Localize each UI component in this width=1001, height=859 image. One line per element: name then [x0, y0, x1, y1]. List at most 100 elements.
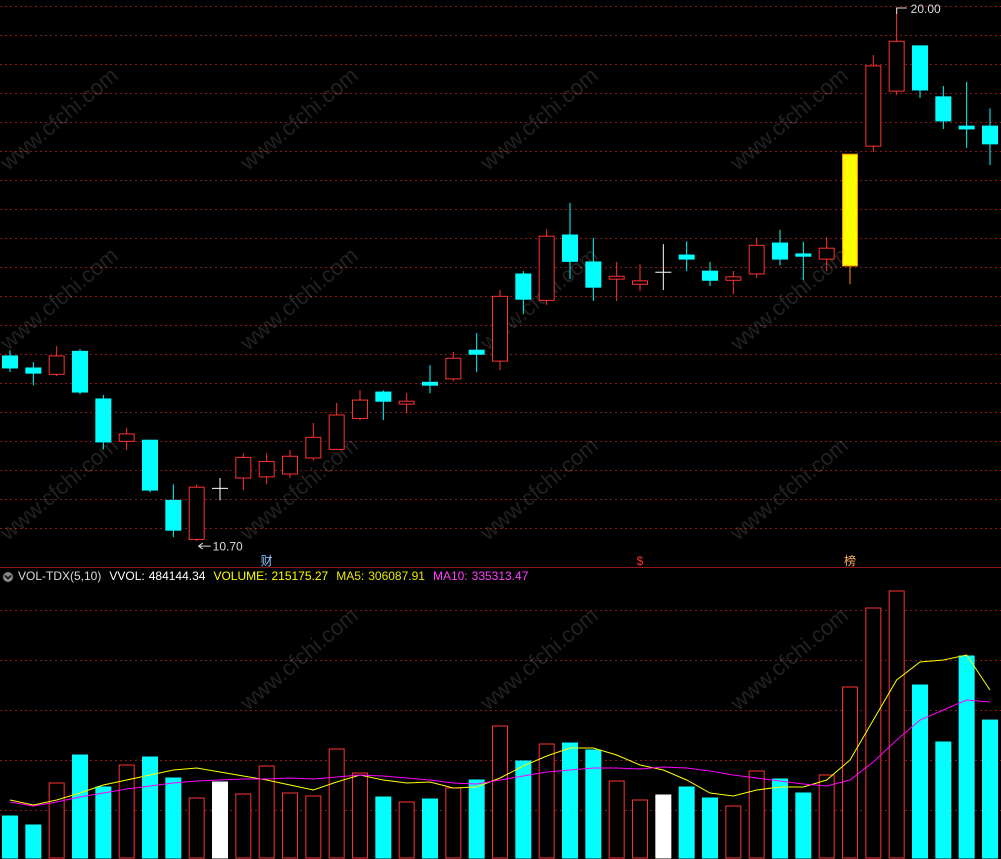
event-marker: $: [637, 554, 644, 568]
candle-body: [585, 261, 602, 288]
volume-bar: [2, 815, 18, 859]
volume-bar: [748, 770, 765, 859]
volume-bar: [492, 725, 508, 859]
candle-body: [842, 153, 858, 267]
candle-body: [468, 349, 485, 355]
candle-body: [118, 433, 135, 442]
volume-bar: [398, 801, 415, 859]
high-label: 20.00: [911, 2, 941, 16]
legend-label: MA10:: [433, 569, 468, 583]
volume-bar: [982, 719, 998, 859]
volume-bar: [888, 590, 905, 859]
volume-bar: [25, 824, 42, 859]
annotation-arrow: [896, 7, 907, 15]
candle-body: [702, 270, 718, 281]
candle-body: [188, 486, 205, 540]
candle-body: [258, 460, 275, 478]
candle-body: [748, 244, 765, 275]
candle-body: [888, 40, 905, 92]
volume-bar: [328, 748, 345, 859]
ma-line: [9, 654, 991, 806]
candle-body: [562, 234, 578, 262]
volume-bar: [538, 743, 555, 859]
candle-body: [72, 350, 88, 393]
volume-bar: [702, 797, 718, 859]
candle-body: [935, 96, 952, 122]
volume-bar: [515, 760, 532, 859]
candle-body: [375, 391, 392, 402]
volume-bar: [818, 774, 835, 859]
volume-bar: [188, 797, 205, 859]
volume-bar: [445, 787, 462, 859]
event-marker: 榜: [844, 553, 856, 568]
volume-bar: [585, 749, 602, 859]
legend-value: 484144.34: [149, 569, 206, 583]
candle-body: [912, 45, 928, 91]
volume-bar: [235, 793, 252, 859]
candle-body: [235, 456, 252, 479]
candle-body: [632, 280, 648, 285]
candle-body: [725, 276, 742, 281]
volume-bar: [95, 786, 112, 859]
volume-bar: [632, 799, 648, 859]
indicator-title: VOL-TDX(5,10): [18, 569, 101, 583]
candle-body: [818, 247, 835, 260]
candle-body: [142, 439, 158, 491]
volume-bar: [608, 780, 625, 859]
volume-bar: [375, 796, 392, 859]
volume-bar: [865, 607, 882, 859]
candle-body: [95, 398, 112, 443]
legend-label: MA5:: [336, 569, 364, 583]
candle-body: [772, 242, 788, 260]
candle-body: [422, 381, 438, 386]
candle-body: [352, 399, 368, 419]
volume-bar: [352, 772, 368, 859]
event-marker: 财: [261, 554, 273, 568]
collapse-button[interactable]: [3, 572, 13, 582]
volume-bar: [422, 798, 438, 859]
candle-body: [608, 275, 625, 280]
volume-bar: [772, 778, 788, 859]
candle-body: [445, 357, 462, 380]
legend-label: VVOL:: [109, 569, 144, 583]
candle-body: [515, 273, 532, 300]
volume-bar: [842, 686, 858, 859]
volume-bar: [212, 781, 228, 859]
legend-value: 335313.47: [472, 569, 529, 583]
volume-bar: [142, 756, 158, 859]
candle-body: [958, 125, 975, 130]
candle-body: [305, 436, 322, 459]
volume-bar: [258, 765, 275, 859]
chevron-icon: [4, 574, 12, 580]
candle-body: [328, 414, 345, 450]
candle-body: [2, 355, 18, 369]
volume-bar: [935, 741, 952, 859]
legend-value: 215175.27: [271, 569, 328, 583]
candle-body: [25, 367, 42, 374]
candle-body: [678, 254, 695, 260]
ma-line: [9, 699, 991, 807]
volume-bar: [678, 786, 695, 859]
legend-label: VOLUME:: [213, 569, 267, 583]
volume-bar: [282, 792, 298, 859]
candle-body: [865, 65, 882, 147]
candle-body: [282, 455, 298, 475]
low-label: 10.70: [213, 539, 243, 553]
volume-bar: [725, 805, 742, 859]
volume-bar: [48, 782, 65, 859]
volume-bar: [305, 795, 322, 859]
candle-body: [795, 253, 812, 257]
candle-body: [165, 499, 182, 531]
volume-bar: [958, 655, 975, 859]
volume-bar: [72, 754, 88, 859]
volume-bar: [468, 779, 485, 859]
volume-bar: [562, 742, 578, 859]
volume-bar: [912, 684, 928, 859]
annotation-arrow: [197, 542, 211, 550]
legend-value: 306087.91: [368, 569, 425, 583]
candle-body: [538, 235, 555, 301]
volume-bar: [795, 792, 812, 859]
candle-body: [48, 355, 65, 375]
candle-body: [492, 295, 508, 362]
